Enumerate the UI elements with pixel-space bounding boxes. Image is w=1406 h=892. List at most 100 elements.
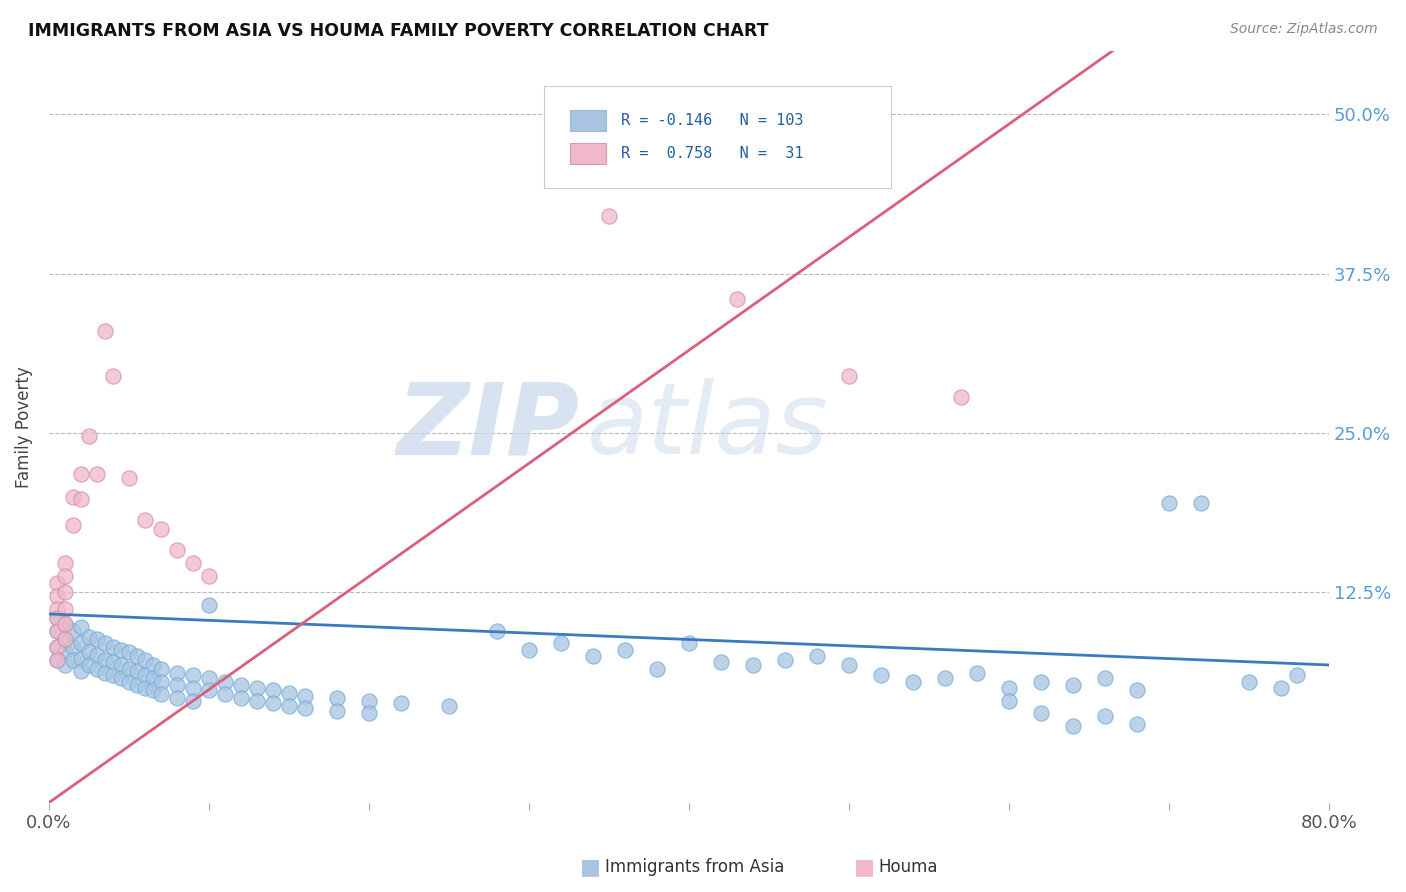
Point <box>62 517 84 532</box>
Point <box>77 630 100 644</box>
Point <box>741 657 763 672</box>
Point <box>46 589 69 603</box>
Point <box>149 522 172 536</box>
Point <box>389 696 412 710</box>
Text: ■: ■ <box>855 857 875 877</box>
Point <box>118 662 141 676</box>
Text: Immigrants from Asia: Immigrants from Asia <box>605 858 785 876</box>
Point <box>181 681 204 695</box>
Point <box>1094 709 1116 723</box>
Point <box>149 674 172 689</box>
Point <box>46 624 69 638</box>
Text: R =  0.758   N =  31: R = 0.758 N = 31 <box>621 146 804 161</box>
Point <box>198 683 221 698</box>
Point <box>1094 671 1116 685</box>
Point <box>62 490 84 504</box>
Point <box>101 640 124 654</box>
Point <box>1029 674 1052 689</box>
Point <box>101 668 124 682</box>
Point <box>46 640 69 654</box>
Point <box>134 681 156 695</box>
Point <box>550 636 572 650</box>
Text: atlas: atlas <box>586 378 828 475</box>
Point <box>46 611 69 625</box>
Point <box>198 568 221 582</box>
Point <box>806 648 828 663</box>
Point <box>53 632 76 647</box>
Point <box>181 693 204 707</box>
Point <box>110 657 132 672</box>
Point <box>262 683 284 698</box>
Point <box>598 210 620 224</box>
Point <box>246 681 269 695</box>
Point <box>46 611 69 625</box>
Point <box>77 428 100 442</box>
Point <box>1126 716 1149 731</box>
Point <box>110 642 132 657</box>
Point <box>1062 719 1084 733</box>
Point <box>46 576 69 591</box>
Point <box>262 696 284 710</box>
Point <box>326 691 349 706</box>
Point <box>46 624 69 638</box>
Point <box>1157 496 1180 510</box>
Point <box>246 693 269 707</box>
Point <box>46 602 69 616</box>
Point <box>1189 496 1212 510</box>
Point <box>198 671 221 685</box>
Point <box>94 324 117 338</box>
Point <box>70 467 93 481</box>
Point <box>838 657 860 672</box>
Point <box>53 632 76 647</box>
Point <box>294 689 316 703</box>
Point <box>229 691 252 706</box>
Point <box>53 556 76 570</box>
Point <box>101 368 124 383</box>
Point <box>357 693 380 707</box>
FancyBboxPatch shape <box>569 143 606 164</box>
Point <box>134 668 156 682</box>
Text: ZIP: ZIP <box>396 378 581 475</box>
Point <box>53 602 76 616</box>
Text: R = -0.146   N = 103: R = -0.146 N = 103 <box>621 113 804 128</box>
Point <box>485 624 508 638</box>
Point <box>134 513 156 527</box>
Point <box>198 598 221 612</box>
Point <box>966 665 988 680</box>
Point <box>998 681 1021 695</box>
Point <box>437 698 460 713</box>
Point <box>142 657 165 672</box>
Point <box>166 543 188 558</box>
Point <box>118 470 141 484</box>
Point <box>1237 674 1260 689</box>
Point <box>214 687 236 701</box>
Point <box>1029 706 1052 721</box>
Point <box>613 642 636 657</box>
Point <box>229 678 252 692</box>
Point <box>294 701 316 715</box>
Point <box>110 671 132 685</box>
Point <box>869 668 891 682</box>
Point <box>1062 678 1084 692</box>
Point <box>725 292 748 306</box>
Point <box>166 665 188 680</box>
Point <box>118 645 141 659</box>
Point <box>94 653 117 667</box>
Point <box>86 648 108 662</box>
Point <box>70 665 93 679</box>
Point <box>1270 681 1292 695</box>
Point <box>125 665 148 679</box>
Point <box>77 645 100 659</box>
Point <box>125 678 148 692</box>
Point <box>645 662 668 676</box>
Point <box>181 668 204 682</box>
Point <box>46 653 69 667</box>
Point <box>934 671 956 685</box>
Point <box>62 624 84 638</box>
Point <box>134 653 156 667</box>
Point <box>70 636 93 650</box>
Point <box>1285 668 1308 682</box>
Point <box>53 617 76 632</box>
Point <box>94 665 117 680</box>
Point <box>838 368 860 383</box>
